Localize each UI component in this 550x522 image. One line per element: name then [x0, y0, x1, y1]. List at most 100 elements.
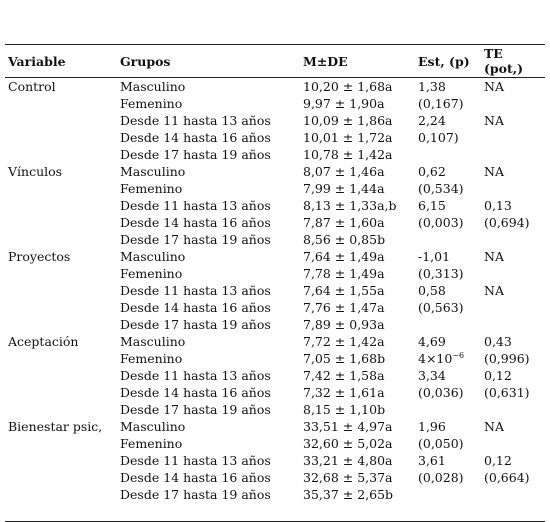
header-row: Variable Grupos M±DE Est, (p) TE (pot,): [5, 44, 545, 78]
est-cell: 3,34: [418, 368, 446, 383]
group-cell: Femenino: [120, 436, 183, 451]
table-row: Vínculos Masculino 8,07 ± 1,46a 0,62 NA: [5, 163, 545, 180]
column-header: M±DE: [300, 44, 415, 78]
table-row: Desde 17 hasta 19 años 7,89 ± 0,93a: [5, 316, 545, 333]
group-cell: Desde 17 hasta 19 años: [120, 487, 271, 502]
table-row: Desde 11 hasta 13 años 8,13 ± 1,33a,b 6,15…: [5, 197, 545, 214]
est-cell: 2,24: [418, 113, 446, 128]
group-cell: Masculino: [120, 164, 186, 179]
mean-cell: 32,60 ± 5,02a: [303, 436, 393, 451]
est-cell: (0,563): [418, 300, 464, 315]
variable-cell: [5, 401, 117, 418]
est-cell: [415, 316, 481, 333]
te-cell: (0,664): [484, 470, 530, 485]
table-row: Desde 17 hasta 19 años 8,56 ± 0,85b: [5, 231, 545, 248]
group-cell: Desde 11 hasta 13 años: [120, 283, 271, 298]
est-cell: (0,036): [418, 385, 464, 400]
group-cell: Femenino: [120, 181, 183, 196]
variable-cell: [5, 469, 117, 486]
group-cell: Desde 14 hasta 16 años: [120, 130, 271, 145]
group-cell: Femenino: [120, 96, 183, 111]
group-cell: Desde 11 hasta 13 años: [120, 198, 271, 213]
mean-cell: 10,01 ± 1,72a: [303, 130, 393, 145]
mean-cell: 7,76 ± 1,47a: [303, 300, 385, 315]
group-cell: Masculino: [120, 419, 186, 434]
mean-cell: 7,87 ± 1,60a: [303, 215, 385, 230]
te-cell: [481, 401, 545, 418]
te-cell: [481, 299, 545, 316]
variable-cell: [5, 95, 117, 112]
variable-cell: [5, 214, 117, 231]
est-cell: (0,313): [418, 266, 464, 281]
variable-cell: [5, 265, 117, 282]
mean-cell: 33,51 ± 4,97a: [303, 419, 393, 434]
est-cell: 1,96: [418, 419, 446, 434]
mean-cell: 7,64 ± 1,49a: [303, 249, 385, 264]
mean-cell: 7,64 ± 1,55a: [303, 283, 385, 298]
est-cell: 4,69: [418, 334, 446, 349]
table-row: Femenino 9,97 ± 1,90a (0,167): [5, 95, 545, 112]
data-table: Variable Grupos M±DE Est, (p) TE (pot,) Cont…: [5, 44, 545, 522]
te-cell: [481, 146, 545, 163]
mean-cell: 9,97 ± 1,90a: [303, 96, 385, 111]
mean-cell: 8,13 ± 1,33a,b: [303, 198, 397, 213]
column-header: Variable: [5, 44, 117, 78]
mean-cell: 8,07 ± 1,46a: [303, 164, 385, 179]
group-cell: Desde 14 hasta 16 años: [120, 385, 271, 400]
variable-cell: [5, 367, 117, 384]
variable-cell: [5, 435, 117, 452]
group-cell: Desde 11 hasta 13 años: [120, 113, 271, 128]
table-row: Femenino 7,78 ± 1,49a (0,313): [5, 265, 545, 282]
table-row: Proyectos Masculino 7,64 ± 1,49a -1,01 NA: [5, 248, 545, 265]
te-cell: 0,12: [484, 453, 512, 468]
column-header: Grupos: [117, 44, 300, 78]
table-row: Desde 11 hasta 13 años 33,21 ± 4,80a 3,61 0…: [5, 452, 545, 469]
table-row: Desde 14 hasta 16 años 7,32 ± 1,61a (0,036…: [5, 384, 545, 401]
table-head: Variable Grupos M±DE Est, (p) TE (pot,): [5, 44, 545, 78]
variable-cell: [5, 384, 117, 401]
table-row: Desde 11 hasta 13 años 10,09 ± 1,86a 2,24 N…: [5, 112, 545, 129]
est-cell: [415, 401, 481, 418]
est-cell: 0,62: [418, 164, 446, 179]
variable-cell: [5, 180, 117, 197]
variable-cell: [5, 316, 117, 333]
est-cell: (0,050): [418, 436, 464, 451]
group-cell: Masculino: [120, 79, 186, 94]
table-row: Control Masculino 10,20 ± 1,68a 1,38 NA: [5, 78, 545, 96]
group-cell: Masculino: [120, 249, 186, 264]
te-cell: (0,996): [484, 351, 530, 366]
te-cell: NA: [484, 164, 504, 179]
table-row: Desde 14 hasta 16 años 7,87 ± 1,60a (0,003…: [5, 214, 545, 231]
table-row: Femenino 7,99 ± 1,44a (0,534): [5, 180, 545, 197]
mean-cell: 7,42 ± 1,58a: [303, 368, 385, 383]
est-cell: (0,534): [418, 181, 464, 196]
group-cell: Femenino: [120, 266, 183, 281]
est-cell: 6,15: [418, 198, 446, 213]
te-cell: (0,694): [484, 215, 530, 230]
mean-cell: 8,56 ± 0,85b: [303, 232, 386, 247]
variable-cell: [5, 146, 117, 163]
table-wrap: Variable Grupos M±DE Est, (p) TE (pot,) Cont…: [5, 44, 545, 522]
table-row: Desde 17 hasta 19 años 8,15 ± 1,10b: [5, 401, 545, 418]
mean-cell: 7,78 ± 1,49a: [303, 266, 385, 281]
group-cell: Desde 14 hasta 16 años: [120, 300, 271, 315]
mean-cell: 32,68 ± 5,37a: [303, 470, 393, 485]
te-cell: [481, 129, 545, 146]
table-row: Femenino 32,60 ± 5,02a (0,050): [5, 435, 545, 452]
te-cell: NA: [484, 419, 504, 434]
group-cell: Femenino: [120, 351, 183, 366]
group-cell: Desde 14 hasta 16 años: [120, 215, 271, 230]
te-cell: NA: [484, 249, 504, 264]
variable-cell: Proyectos: [8, 249, 71, 264]
table-row: Desde 14 hasta 16 años 10,01 ± 1,72a 0,107…: [5, 129, 545, 146]
te-cell: 0,43: [484, 334, 512, 349]
te-cell: 0,12: [484, 368, 512, 383]
mean-cell: 8,15 ± 1,10b: [303, 402, 386, 417]
te-cell: [481, 316, 545, 333]
table-row: Desde 14 hasta 16 años 32,68 ± 5,37a (0,02…: [5, 469, 545, 486]
est-cell: [415, 486, 481, 522]
te-cell: NA: [484, 283, 504, 298]
te-cell: [481, 435, 545, 452]
te-cell: NA: [484, 79, 504, 94]
